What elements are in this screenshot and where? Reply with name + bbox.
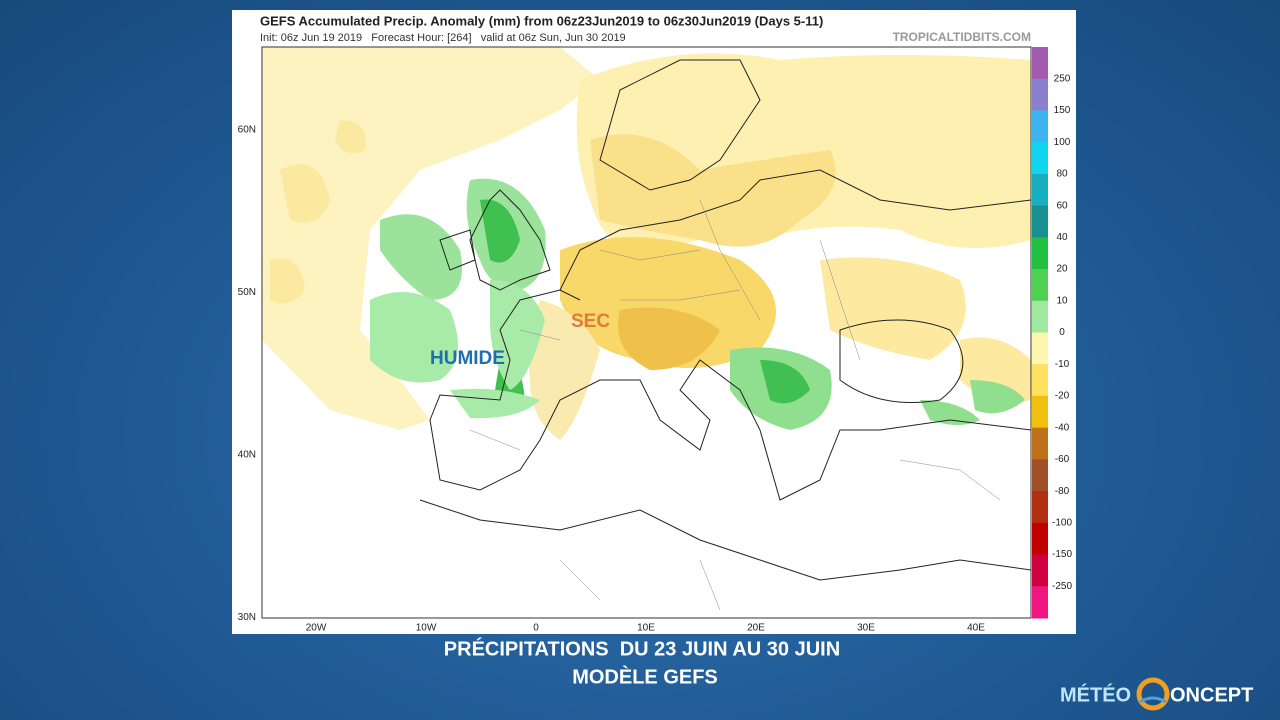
lat-label: 30N	[238, 612, 256, 623]
colorbar-label: 40	[1056, 232, 1068, 243]
colorbar-segment	[1032, 47, 1048, 80]
colorbar-label: 0	[1059, 327, 1065, 338]
caption-line1: PRÉCIPITATIONS DU 23 JUIN AU 30 JUIN	[444, 637, 840, 660]
logo-text2: ONCEPT	[1170, 684, 1253, 706]
colorbar-label: -100	[1052, 517, 1072, 528]
lat-label: 50N	[238, 287, 256, 298]
logo-text1: MÉTÉO	[1060, 683, 1131, 706]
annotation-sec: SEC	[571, 311, 610, 332]
lat-labels: 60N 50N 40N 30N	[238, 125, 256, 623]
colorbar-segment	[1032, 205, 1048, 238]
colorbar-label: -20	[1055, 391, 1070, 402]
colorbar-label: -10	[1055, 359, 1070, 370]
colorbar-segment	[1032, 332, 1048, 365]
colorbar-segment	[1032, 364, 1048, 397]
colorbar-segment	[1032, 300, 1048, 333]
colorbar-segment	[1032, 427, 1048, 460]
logo-wave	[1139, 696, 1167, 704]
colorbar-segment	[1032, 491, 1048, 524]
map-subtitle: Init: 06z Jun 19 2019 Forecast Hour: [26…	[260, 32, 626, 44]
lat-label: 60N	[238, 125, 256, 136]
colorbar-segment	[1032, 586, 1048, 619]
lat-label: 40N	[238, 449, 256, 460]
colorbar-label: 60	[1056, 200, 1068, 211]
map-title: GEFS Accumulated Precip. Anomaly (mm) fr…	[260, 13, 823, 28]
lon-labels: 20W 10W 0 10E 20E 30E 40E	[306, 623, 986, 634]
colorbar-label: 20	[1056, 264, 1068, 275]
colorbar-segment	[1032, 142, 1048, 175]
lon-label: 10E	[637, 623, 655, 634]
colorbar-segment	[1032, 522, 1048, 556]
colorbar-segment	[1032, 237, 1048, 270]
annotation-humide: HUMIDE	[430, 348, 505, 369]
colorbar-segment	[1032, 269, 1048, 302]
source: TROPICALTIDBITS.COM	[893, 30, 1031, 44]
map-area: HUMIDE SEC	[261, 46, 1032, 619]
caption-line2: MODÈLE GEFS	[572, 665, 718, 688]
colorbar-label: -150	[1052, 549, 1072, 560]
lon-label: 40E	[967, 623, 985, 634]
lon-label: 20E	[747, 623, 765, 634]
colorbar-label: 150	[1054, 105, 1071, 116]
colorbar-label: 10	[1056, 295, 1068, 306]
colorbar-segment	[1032, 395, 1048, 429]
colorbar-segment	[1032, 554, 1048, 587]
logo: MÉTÉO ONCEPT	[1060, 677, 1253, 711]
colorbar-label: 80	[1056, 169, 1068, 180]
colorbar-label: -40	[1055, 422, 1070, 433]
colorbar-segment	[1032, 110, 1048, 143]
colorbar-label: -60	[1055, 454, 1070, 465]
colorbar-label: -80	[1055, 486, 1070, 497]
lon-label: 10W	[416, 623, 437, 634]
logo-icon	[1136, 677, 1170, 711]
colorbar-label: 100	[1054, 137, 1071, 148]
colorbar-label: -250	[1052, 581, 1072, 592]
colorbar: 25015010080604020100-10-20-40-60-80-100-…	[1032, 47, 1072, 619]
lon-label: 30E	[857, 623, 875, 634]
colorbar-label: 250	[1054, 73, 1071, 84]
lon-label: 20W	[306, 623, 327, 634]
lon-label: 0	[533, 623, 539, 634]
map-frame	[261, 46, 1032, 619]
colorbar-segment	[1032, 459, 1048, 492]
colorbar-segment	[1032, 173, 1048, 207]
colorbar-segment	[1032, 78, 1048, 111]
